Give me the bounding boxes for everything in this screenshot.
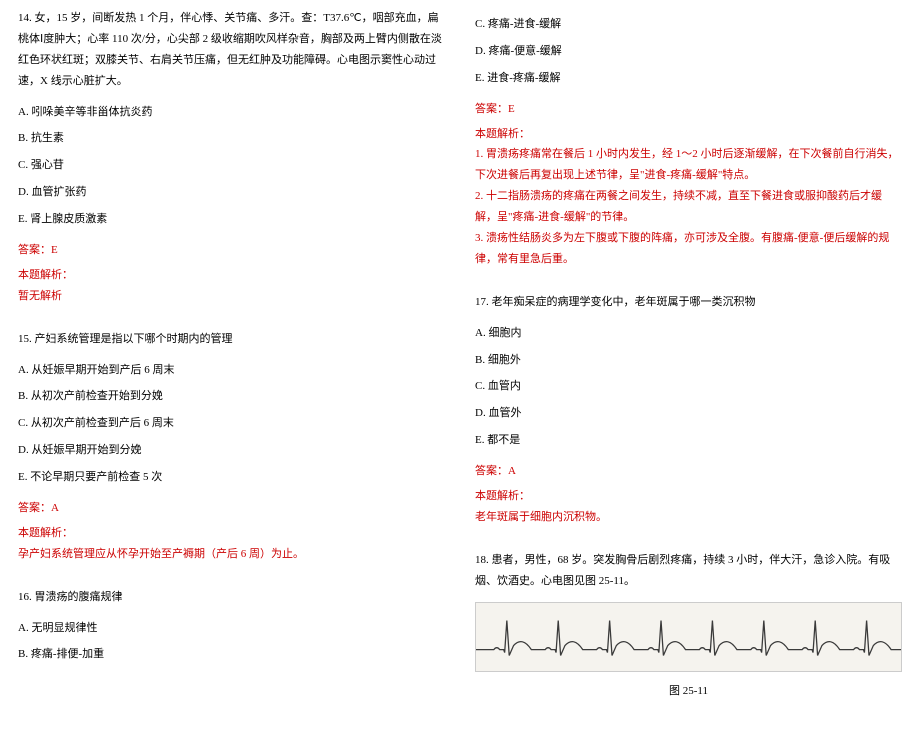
ecg-caption: 图 25-11 (475, 681, 902, 702)
q14-answer: 答案：E (18, 240, 445, 261)
q17-opt-a: A. 细胞内 (475, 323, 902, 344)
q14-opt-e: E. 肾上腺皮质激素 (18, 209, 445, 230)
q16-exp1: 1. 胃溃疡疼痛常在餐后 1 小时内发生，经 1～2 小时后逐渐缓解，在下次餐前… (475, 144, 902, 186)
q14-stem: 14. 女，15 岁，间断发热 1 个月，伴心悸、关节痛、多汗。查：T37.6℃… (18, 8, 445, 92)
q15-opt-d: D. 从妊娠早期开始到分娩 (18, 440, 445, 461)
q16-answer: 答案：E (475, 99, 902, 120)
q15-opt-e: E. 不论早期只要产前检查 5 次 (18, 467, 445, 488)
q17-opt-b: B. 细胞外 (475, 350, 902, 371)
q16-opt-a: A. 无明显规律性 (18, 618, 445, 639)
q16-exp-title: 本题解析： (475, 124, 902, 145)
q17-stem: 17. 老年痴呆症的病理学变化中，老年斑属于哪一类沉积物 (475, 292, 902, 313)
q17-opt-d: D. 血管外 (475, 403, 902, 424)
q14-exp: 暂无解析 (18, 286, 445, 307)
q16-opt-b: B. 疼痛-排便-加重 (18, 644, 445, 665)
q15-opt-a: A. 从妊娠早期开始到产后 6 周末 (18, 360, 445, 381)
q14-exp-title: 本题解析： (18, 265, 445, 286)
q14-opt-d: D. 血管扩张药 (18, 182, 445, 203)
q15-exp: 孕产妇系统管理应从怀孕开始至产褥期（产后 6 周）为止。 (18, 544, 445, 565)
ecg-trace (475, 602, 902, 672)
q16-opt-e: E. 进食-疼痛-缓解 (475, 68, 902, 89)
q17-exp: 老年斑属于细胞内沉积物。 (475, 507, 902, 528)
q16-opt-d: D. 疼痛-便意-缓解 (475, 41, 902, 62)
q14-opt-a: A. 吲哚美辛等非甾体抗炎药 (18, 102, 445, 123)
q15-answer: 答案：A (18, 498, 445, 519)
q15-opt-b: B. 从初次产前检查开始到分娩 (18, 386, 445, 407)
q16-exp2: 2. 十二指肠溃疡的疼痛在两餐之间发生，持续不减，直至下餐进食或服抑酸药后才缓解… (475, 186, 902, 228)
q14-opt-c: C. 强心苷 (18, 155, 445, 176)
q16-exp3: 3. 溃疡性结肠炎多为左下腹或下腹的阵痛，亦可涉及全腹。有腹痛-便意-便后缓解的… (475, 228, 902, 270)
q15-opt-c: C. 从初次产前检查到产后 6 周末 (18, 413, 445, 434)
q14-opt-b: B. 抗生素 (18, 128, 445, 149)
q15-stem: 15. 产妇系统管理是指以下哪个时期内的管理 (18, 329, 445, 350)
q17-opt-e: E. 都不是 (475, 430, 902, 451)
q17-answer: 答案：A (475, 461, 902, 482)
q17-exp-title: 本题解析： (475, 486, 902, 507)
q16-opt-c: C. 疼痛-进食-缓解 (475, 14, 902, 35)
q16-stem: 16. 胃溃疡的腹痛规律 (18, 587, 445, 608)
q15-exp-title: 本题解析： (18, 523, 445, 544)
q18-stem: 18. 患者，男性，68 岁。突发胸骨后剧烈疼痛，持续 3 小时，伴大汗，急诊入… (475, 550, 902, 592)
ecg-figure: 图 25-11 (475, 602, 902, 703)
q17-opt-c: C. 血管内 (475, 376, 902, 397)
